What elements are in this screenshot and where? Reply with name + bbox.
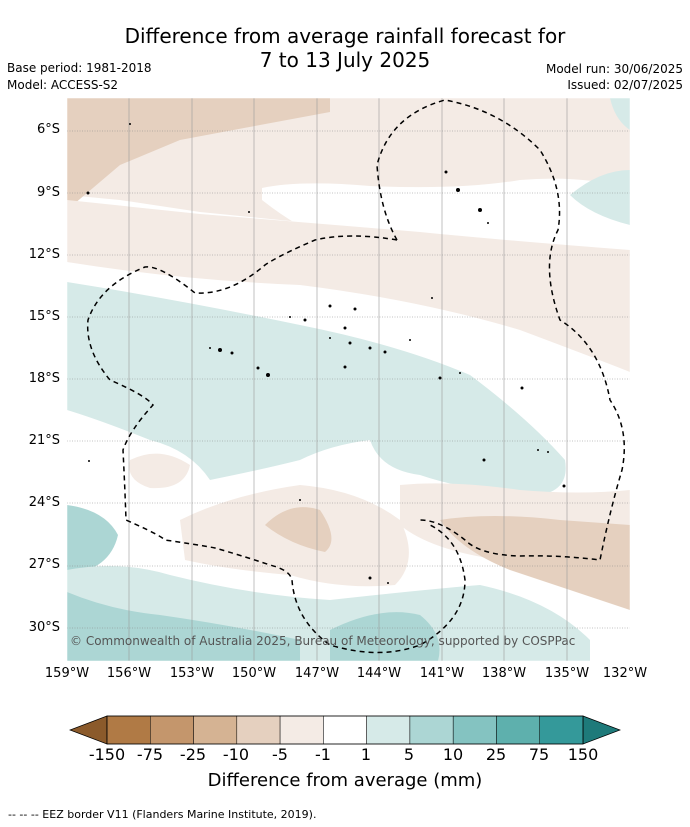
lon-label-150w: 150°W: [231, 666, 277, 681]
model-run-label: Model run: 30/06/2025: [545, 62, 683, 76]
colorbar-box: [539, 715, 584, 745]
colorbar-tick: 10: [442, 745, 464, 764]
colorbar-tick: 25: [485, 745, 507, 764]
lon-label-132w: 132°W: [602, 666, 648, 681]
lon-label-159w: 159°W: [44, 666, 90, 681]
lon-label-144w: 144°W: [356, 666, 402, 681]
colorbar-tick: -75: [136, 745, 164, 764]
lon-label-141w: 141°W: [419, 666, 465, 681]
colorbar-tick: -10: [222, 745, 250, 764]
colorbar-tick: 75: [528, 745, 550, 764]
lon-label-156w: 156°W: [106, 666, 152, 681]
colorbar-tick: -1: [315, 745, 331, 764]
colorbar-low-extension: [69, 715, 108, 745]
lon-label-135w: 135°W: [544, 666, 590, 681]
longitude-gridlines: [128, 98, 568, 661]
map-title-line1: Difference from average rainfall forecas…: [124, 24, 566, 48]
colorbar-box: [106, 715, 151, 745]
lat-label-6s: 6°S: [36, 122, 60, 137]
lat-label-24s: 24°S: [28, 495, 60, 510]
colorbar-box: [452, 715, 497, 745]
colorbar-tick: 1: [360, 745, 372, 764]
lat-label-9s: 9°S: [36, 185, 60, 200]
copyright-notice: © Commonwealth of Australia 2025, Bureau…: [70, 634, 576, 648]
lat-label-18s: 18°S: [28, 371, 60, 386]
lat-label-15s: 15°S: [28, 309, 60, 324]
lat-label-27s: 27°S: [28, 557, 60, 572]
lat-label-12s: 12°S: [28, 247, 60, 262]
colorbar-tick: -150: [88, 745, 126, 764]
rainfall-contours: [67, 98, 630, 661]
lon-label-138w: 138°W: [481, 666, 527, 681]
lat-label-30s: 30°S: [28, 620, 60, 635]
colorbar-box: [323, 715, 367, 745]
lon-label-153w: 153°W: [169, 666, 215, 681]
issued-label: Issued: 02/07/2025: [567, 78, 683, 92]
colorbar-tick: 5: [403, 745, 415, 764]
base-period-label: Base period: 1981-2018: [7, 61, 152, 75]
colorbar-box: [279, 715, 324, 745]
colorbar-box: [193, 715, 238, 745]
eez-border: [86, 99, 625, 654]
colorbar-tick: 150: [567, 745, 599, 764]
colorbar-tick: -25: [179, 745, 207, 764]
lat-label-21s: 21°S: [28, 433, 60, 448]
colorbar-box: [409, 715, 454, 745]
island-markers: [86, 123, 566, 584]
colorbar-box: [150, 715, 194, 745]
eez-footnote: -- -- -- EEZ border V11 (Flanders Marine…: [8, 808, 317, 821]
map-title-line2: 7 to 13 July 2025: [259, 48, 431, 72]
lon-label-147w: 147°W: [294, 666, 340, 681]
colorbar-high-extension: [582, 715, 621, 745]
colorbar-tick: -5: [272, 745, 288, 764]
colorbar-title: Difference from average (mm): [207, 770, 483, 791]
colorbar-box: [236, 715, 281, 745]
colorbar: [69, 715, 621, 745]
colorbar-box: [496, 715, 540, 745]
colorbar-box: [366, 715, 411, 745]
model-label: Model: ACCESS-S2: [7, 78, 119, 92]
